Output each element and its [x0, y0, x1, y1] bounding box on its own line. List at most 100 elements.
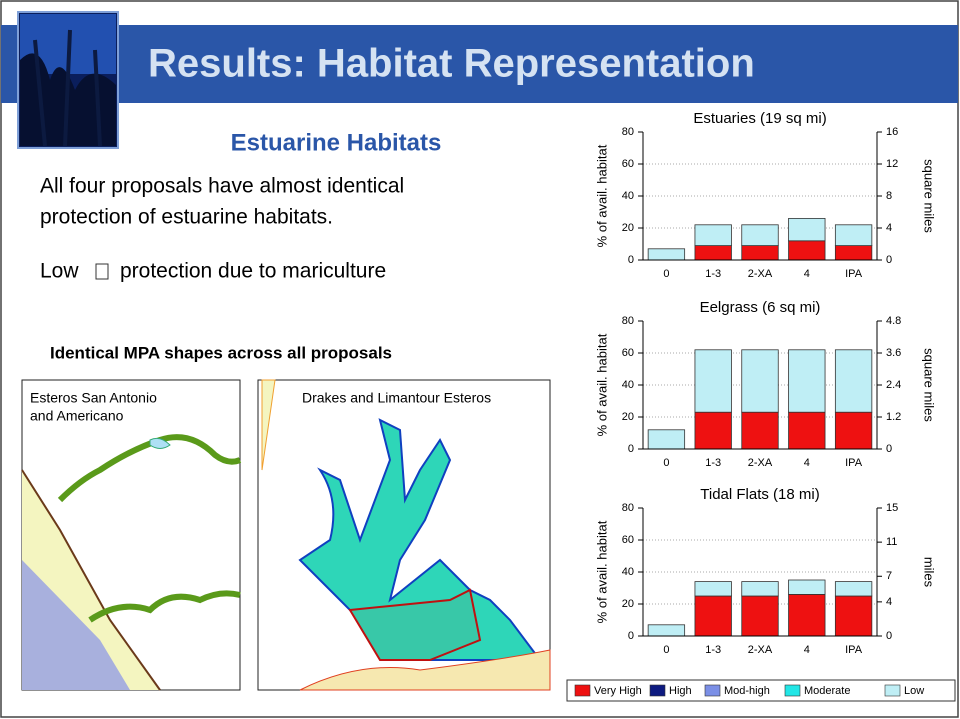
x-tick-label: 1-3	[705, 644, 721, 656]
legend-label: Low	[904, 685, 924, 697]
bar-segment	[647, 429, 686, 450]
y-tick-label: 0	[628, 630, 634, 642]
low-note: Low	[40, 260, 79, 283]
map-caption: and Americano	[30, 408, 124, 424]
bar-segment	[834, 224, 873, 247]
bar-segment	[741, 224, 779, 247]
bar-segment	[788, 579, 826, 595]
photo	[17, 11, 119, 149]
bar-segment	[741, 245, 779, 261]
bar-segment	[788, 349, 826, 413]
y2-tick-label: 15	[886, 502, 898, 514]
bar-segment	[741, 349, 779, 413]
y-axis-label: % of avail. habitat	[594, 144, 609, 247]
y2-tick-label: 11	[886, 536, 897, 548]
legend-label: Very High	[594, 685, 642, 697]
low-swatch	[95, 263, 109, 280]
y2-tick-label: 4	[886, 222, 892, 234]
bar-segment	[741, 581, 779, 597]
y2-tick-label: 3.6	[886, 347, 901, 359]
chart-title: Tidal Flats (18 mi)	[700, 486, 819, 503]
legend-swatch	[649, 684, 666, 697]
bar-segment	[694, 411, 732, 450]
x-tick-label: IPA	[845, 644, 863, 656]
y-tick-label: 80	[622, 126, 634, 138]
x-tick-label: 0	[663, 644, 669, 656]
map-1	[21, 379, 242, 691]
y2-tick-label: 16	[886, 126, 898, 138]
x-tick-label: IPA	[845, 457, 863, 469]
map-2	[257, 379, 551, 691]
bar-segment	[647, 624, 686, 637]
legend-swatch	[574, 684, 591, 697]
subtitle: Estuarine Habitats	[231, 129, 442, 156]
y2-tick-label: 4	[886, 596, 892, 608]
y2-tick-label: 2.4	[886, 379, 901, 391]
y2-tick-label: 0	[886, 630, 892, 642]
y-tick-label: 40	[622, 190, 634, 202]
bar-segment	[694, 349, 732, 413]
legend-label: Moderate	[804, 685, 850, 697]
bar-segment	[788, 217, 826, 242]
bar-segment	[647, 248, 686, 261]
chart-title: Estuaries (19 sq mi)	[693, 110, 826, 127]
bar-segment	[834, 581, 873, 597]
y-tick-label: 40	[622, 379, 634, 391]
x-tick-label: 2-XA	[748, 644, 773, 656]
y2-axis-label: square miles	[922, 348, 937, 422]
y-tick-label: 80	[622, 502, 634, 514]
map-caption: Drakes and Limantour Esteros	[302, 390, 491, 406]
bar-segment	[694, 595, 732, 637]
x-tick-label: 0	[663, 457, 669, 469]
bar-segment	[694, 581, 732, 597]
bar-segment	[834, 411, 873, 450]
y2-tick-label: 12	[886, 158, 898, 170]
y2-tick-label: 0	[886, 443, 892, 455]
bar-segment	[834, 245, 873, 261]
y2-tick-label: 8	[886, 190, 892, 202]
bar-segment	[788, 411, 826, 450]
bar-segment	[788, 240, 826, 261]
y2-axis-label: square miles	[922, 159, 937, 233]
legend-swatch	[884, 684, 901, 697]
x-tick-label: 4	[804, 457, 810, 469]
y-tick-label: 80	[622, 315, 634, 327]
bar-segment	[834, 349, 873, 413]
y-tick-label: 60	[622, 534, 634, 546]
y-tick-label: 0	[628, 443, 634, 455]
x-tick-label: 2-XA	[748, 457, 773, 469]
bar-segment	[741, 411, 779, 450]
bar-segment	[694, 224, 732, 247]
x-tick-label: IPA	[845, 268, 863, 280]
x-tick-label: 2-XA	[748, 268, 773, 280]
bar-segment	[741, 595, 779, 637]
y2-tick-label: 0	[886, 254, 892, 266]
x-tick-label: 4	[804, 268, 810, 280]
legend-swatch	[784, 684, 801, 697]
y-tick-label: 60	[622, 347, 634, 359]
slide-title: Results: Habitat Representation	[148, 42, 755, 86]
y-tick-label: 20	[622, 222, 634, 234]
x-tick-label: 1-3	[705, 457, 721, 469]
y-axis-label: % of avail. habitat	[594, 520, 609, 623]
x-tick-label: 4	[804, 644, 810, 656]
y-tick-label: 20	[622, 411, 634, 423]
maps-heading: Identical MPA shapes across all proposal…	[50, 343, 392, 362]
y-tick-label: 60	[622, 158, 634, 170]
y2-tick-label: 7	[886, 570, 892, 582]
x-tick-label: 1-3	[705, 268, 721, 280]
y2-axis-label: miles	[922, 557, 937, 588]
y2-tick-label: 4.8	[886, 315, 901, 327]
y-tick-label: 40	[622, 566, 634, 578]
paragraph-line: All four proposals have almost identical	[40, 175, 404, 198]
y-tick-label: 20	[622, 598, 634, 610]
map-caption: Esteros San Antonio	[30, 390, 157, 406]
bar-segment	[788, 594, 826, 637]
legend-label: High	[669, 685, 692, 697]
y-tick-label: 0	[628, 254, 634, 266]
bar-segment	[694, 245, 732, 261]
paragraph-line: protection of estuarine habitats.	[40, 206, 333, 229]
low-note: protection due to mariculture	[120, 260, 386, 283]
